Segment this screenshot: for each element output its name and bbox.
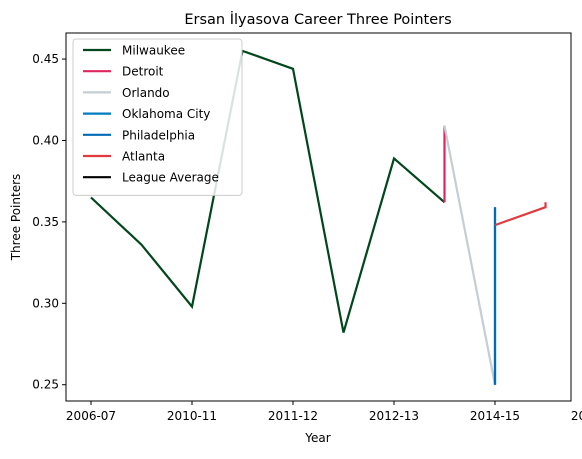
- x-tick-label: 2010-11: [167, 409, 217, 423]
- legend: Milwaukee Detroit Orlando Oklahoma City Phil…: [72, 38, 243, 196]
- legend-label: League Average: [122, 171, 219, 185]
- y-tick-label: 0.45: [32, 52, 59, 66]
- y-axis: 0.25 0.30 0.35 0.40 0.45: [32, 52, 66, 392]
- x-tick-label: 2016-17: [571, 409, 582, 423]
- plot-frame: [65, 32, 572, 402]
- x-tick-label: 2006-07: [66, 409, 116, 423]
- y-axis-label: Three Pointers: [9, 174, 23, 262]
- series-line-2: [443, 125, 497, 385]
- legend-label: Milwaukee: [122, 44, 185, 58]
- legend-label: Philadelphia: [122, 128, 195, 142]
- plot-lines: [90, 49, 547, 385]
- legend-label: Oklahoma City: [122, 107, 210, 121]
- legend-label: Detroit: [122, 65, 164, 79]
- y-tick-label: 0.30: [32, 296, 59, 310]
- series-line-0: [90, 49, 446, 333]
- y-tick-label: 0.35: [32, 215, 59, 229]
- x-tick-label: 2011-12: [268, 409, 318, 423]
- y-tick-label: 0.40: [32, 133, 59, 147]
- legend-label: Orlando: [122, 86, 170, 100]
- series-line-5: [494, 202, 547, 227]
- y-tick-label: 0.25: [32, 378, 59, 392]
- x-axis: 2006-07 2010-11 2011-12 2012-13 2014-15 2016-…: [66, 401, 582, 423]
- legend-box: [72, 38, 243, 196]
- x-tick-label: 2014-15: [470, 409, 520, 423]
- chart-title: Ersan İlyasova Career Three Pointers: [184, 10, 451, 28]
- x-tick-label: 2012-13: [369, 409, 419, 423]
- legend-label: Atlanta: [122, 150, 165, 164]
- x-axis-label: Year: [304, 431, 330, 445]
